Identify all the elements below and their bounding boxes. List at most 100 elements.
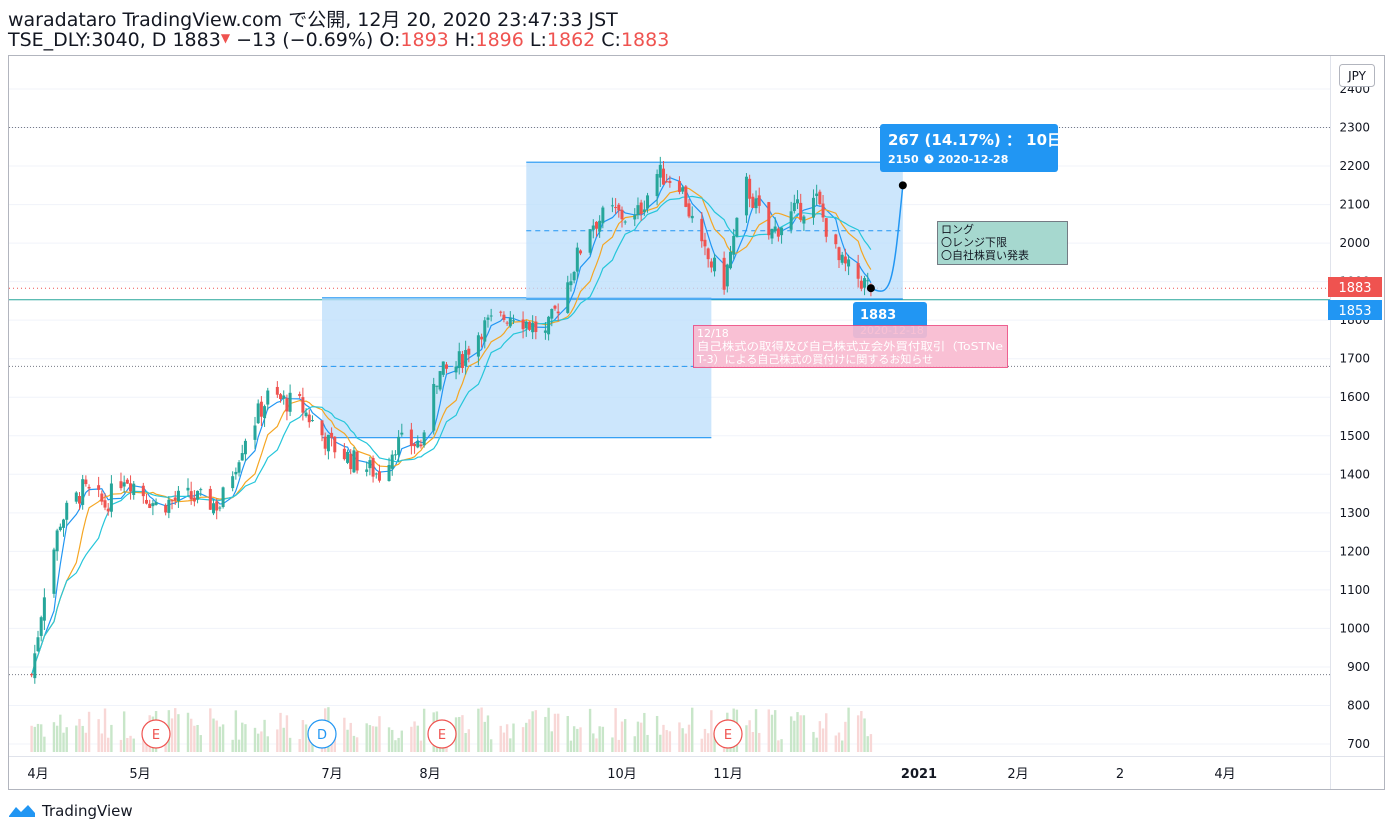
candle-body: [483, 320, 487, 342]
x-tick-label: 7月: [321, 767, 342, 782]
volume-bar: [579, 727, 582, 752]
volume-bar: [355, 737, 359, 752]
volume-bar: [260, 731, 263, 752]
candle-body: [125, 479, 129, 484]
volume-bar: [375, 726, 378, 752]
y-tick-label: 1200: [1339, 544, 1370, 558]
volume-bar: [687, 724, 691, 752]
volume-bar: [209, 708, 212, 752]
event-marker: [713, 719, 743, 749]
volume-bar: [668, 731, 672, 752]
symbol-label[interactable]: TSE_DLY:3040, D 1883: [8, 29, 221, 51]
volume-bar: [467, 729, 471, 752]
candle-body: [320, 420, 324, 436]
news-box[interactable]: 12/18 自己株式の取得及び自己株式立会外買付取引（ToSTNe T-3）によ…: [693, 325, 1008, 368]
low-value: 1862: [546, 29, 596, 51]
event-marker: [307, 719, 337, 749]
x-tick-label: 2021: [901, 767, 937, 782]
volume-bar: [174, 708, 177, 752]
candle-body: [132, 483, 136, 495]
volume-bar: [142, 736, 145, 752]
candle-body: [119, 481, 123, 489]
volume-bar: [477, 708, 480, 752]
x-tick-label: 4月: [1214, 767, 1235, 782]
volume-bar: [263, 719, 266, 752]
candle-body: [681, 187, 685, 192]
y-tick-label: 2100: [1339, 198, 1370, 212]
volume-bar: [62, 732, 65, 752]
candle-body: [569, 281, 573, 286]
last-price-label: 1883: [1338, 281, 1371, 296]
candle-body: [639, 202, 643, 215]
price-axis[interactable]: 700 800 900 1000 1100 1200 1300 1400 1500 1600 170…: [1339, 82, 1370, 751]
volume-bar: [758, 732, 761, 752]
candle-body: [103, 500, 107, 508]
note-line-1: ロング: [941, 222, 974, 236]
candle-body: [623, 221, 627, 223]
volume-bar: [282, 727, 285, 752]
candle-body: [658, 164, 662, 178]
open-value: 1893: [400, 29, 449, 51]
volume-bar: [352, 735, 356, 752]
volume-bar: [598, 726, 601, 752]
volume-bar: [623, 719, 627, 752]
candle-body: [480, 336, 484, 340]
note-box[interactable]: ロング 〇レンジ下限 〇自社株買い発表: [937, 221, 1068, 265]
candle-body: [773, 226, 777, 232]
candle-body: [700, 218, 704, 242]
news-line-1: 自己株式の取得及び自己株式立会外買付取引（ToSTNe: [697, 339, 1003, 353]
volume-bar: [215, 720, 218, 752]
volume-bar: [164, 739, 167, 752]
volume-bar: [681, 728, 684, 752]
volume-bar: [107, 737, 110, 752]
candle-body: [457, 351, 461, 369]
volume-bar: [129, 735, 132, 752]
volume-bar: [349, 722, 352, 752]
candle-body: [176, 490, 180, 502]
projection-path[interactable]: [866, 181, 907, 293]
volume-bar: [52, 722, 56, 752]
volume-bar: [639, 722, 643, 752]
volume-bar: [556, 713, 560, 752]
volume-bar: [521, 727, 525, 752]
candle-body: [598, 220, 602, 232]
volume-bar: [812, 731, 815, 752]
candle-body: [243, 440, 247, 455]
footer-brand[interactable]: TradingView: [8, 802, 133, 820]
volume-bar: [869, 734, 873, 752]
volume-bar: [796, 712, 799, 752]
candle-body: [36, 637, 40, 652]
volume-bar: [713, 732, 716, 752]
measure-callout[interactable]: 267 (14.17%) ： 10日 2150 2020-12-28: [880, 124, 1062, 172]
candle-body: [74, 492, 78, 502]
candle-body: [167, 499, 171, 513]
currency-label: JPY: [1347, 69, 1367, 83]
candle-body: [646, 195, 650, 209]
y-tick-label: 700: [1347, 737, 1370, 751]
note-line-2: 〇レンジ下限: [941, 236, 1007, 249]
volume-bar: [483, 721, 486, 752]
candle-body: [355, 451, 359, 471]
volume-bar: [821, 728, 825, 752]
volume-bar: [767, 709, 770, 752]
volume-bar: [97, 719, 100, 752]
volume-bar: [799, 715, 802, 752]
candle-body: [527, 321, 531, 330]
volume-bar: [840, 740, 844, 752]
volume-bar: [643, 712, 646, 752]
currency-badge[interactable]: JPY: [1339, 64, 1375, 87]
volume-bar: [304, 724, 308, 752]
volume-bar: [244, 724, 247, 752]
volume-bar: [170, 718, 174, 752]
time-axis[interactable]: 4月 5月 7月 8月 10月 11月 2021 2月 2 4月: [27, 767, 1235, 782]
volume-bar: [461, 715, 464, 752]
news-date: 12/18: [697, 327, 729, 340]
volume-bar: [550, 731, 553, 752]
volume-bar: [464, 733, 467, 752]
projection-start-point: [866, 284, 875, 293]
y-tick-label: 1600: [1339, 390, 1370, 404]
candle-body: [422, 432, 426, 446]
candle-body: [677, 180, 681, 192]
